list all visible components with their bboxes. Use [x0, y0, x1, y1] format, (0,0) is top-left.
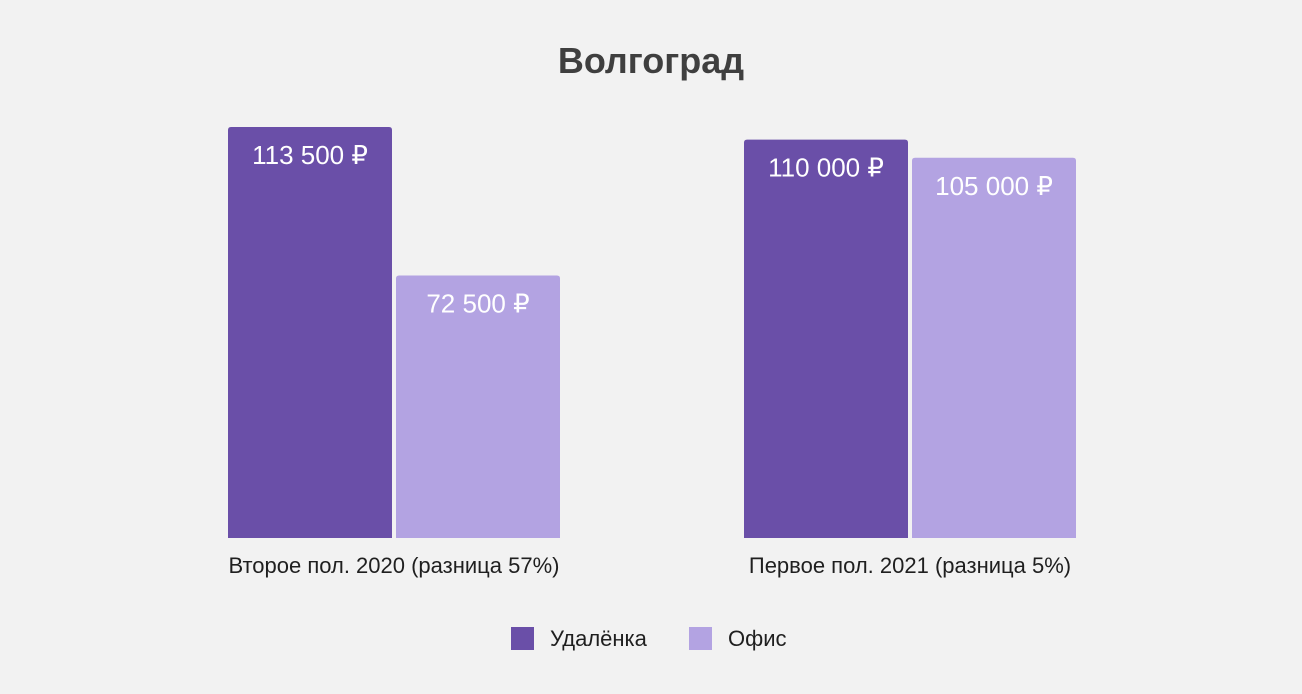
- category-labels-layer: Второе пол. 2020 (разница 57%) Первое пол…: [229, 553, 1072, 578]
- category-label: Первое пол. 2021 (разница 5%): [749, 553, 1071, 578]
- legend-label: Офис: [728, 626, 787, 651]
- data-labels-layer: 113 500 ₽ 72 500 ₽ 110 000 ₽ 105 000 ₽: [252, 140, 1053, 318]
- bar-series2-cat2: [912, 157, 1076, 539]
- chart-title: Волгоград: [558, 40, 744, 81]
- bar-series1-cat2: [744, 139, 908, 538]
- legend-label: Удалёнка: [550, 626, 648, 651]
- legend: Удалёнка Офис: [511, 626, 787, 651]
- data-label: 105 000 ₽: [935, 171, 1053, 201]
- data-label: 72 500 ₽: [426, 288, 529, 318]
- legend-swatch: [511, 627, 534, 650]
- bar-series1-cat1: [228, 127, 392, 538]
- legend-swatch: [689, 627, 712, 650]
- bar-series2-cat1: [396, 275, 560, 538]
- bars-layer: [228, 127, 1076, 539]
- category-label: Второе пол. 2020 (разница 57%): [229, 553, 560, 578]
- data-label: 110 000 ₽: [768, 153, 884, 183]
- data-label: 113 500 ₽: [252, 140, 368, 170]
